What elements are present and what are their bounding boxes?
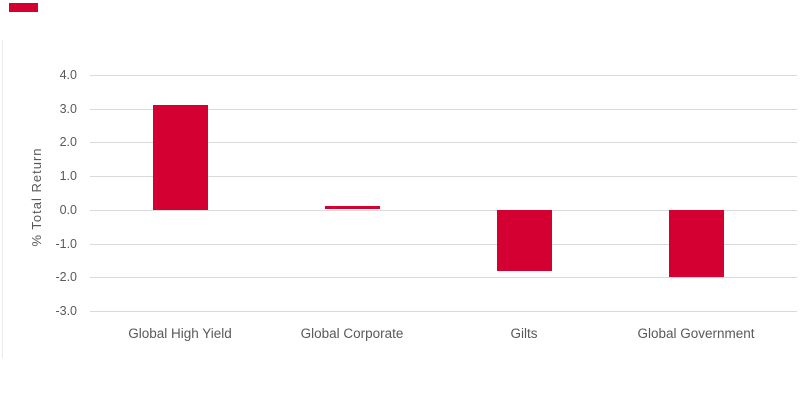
card-left-border [2,40,3,358]
gridline-y-1.0 [90,176,797,177]
gridline-y-2.0 [90,142,797,143]
x-category-label: Global Government [637,326,755,341]
y-tick-label: 0.0 [59,203,77,217]
y-tick-label: -3.0 [55,304,77,318]
gridline-y--2.0 [90,277,797,278]
y-tick-label: 3.0 [59,102,77,116]
y-tick-label: 2.0 [59,135,77,149]
x-category-label: Global High Yield [128,326,232,341]
gridline-y-4.0 [90,75,797,76]
x-category-label: Global Corporate [300,326,404,341]
y-tick-label: -1.0 [55,237,77,251]
y-tick-label: 4.0 [59,68,77,82]
bar-global-high-yield [153,105,208,210]
y-tick-label: -2.0 [55,270,77,284]
gridline-y-0.0 [90,210,797,211]
gridline-y--3.0 [90,311,797,312]
y-tick-label: 1.0 [59,169,77,183]
brand-accent-bar [9,3,38,12]
bar-global-corporate [325,206,380,209]
gridline-y-3.0 [90,109,797,110]
gridline-y--1.0 [90,244,797,245]
bar-global-government [669,210,724,277]
bar-gilts [497,210,552,271]
x-category-label: Gilts [510,326,538,341]
